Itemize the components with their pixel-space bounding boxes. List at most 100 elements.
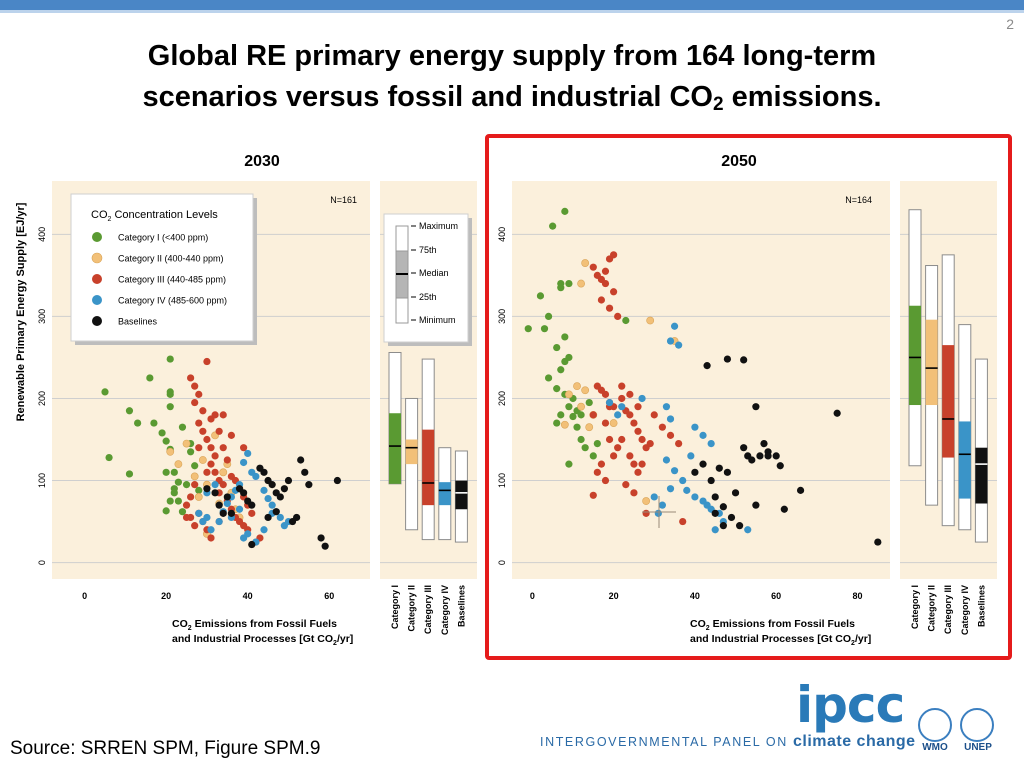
box-labels-2030: Category I Category II Category III Categor… (390, 585, 466, 635)
box-iqr-baseline (975, 447, 988, 504)
scatter-point-baseline (276, 493, 284, 501)
box-category-label: Baselines (976, 585, 986, 627)
scatter-point-cat4 (666, 485, 675, 493)
scatter-point-baseline (248, 540, 256, 549)
scatter-point-cat3 (203, 468, 211, 476)
scatter-point-baseline (776, 462, 784, 470)
scatter-point-cat1 (178, 508, 187, 516)
legend-title: CO2 Concentration Levels (91, 209, 218, 223)
scatter-point-cat1 (125, 407, 134, 415)
ipcc-tagline-bold: climate change (792, 733, 916, 750)
scatter-point-cat4 (666, 415, 675, 423)
scatter-point-cat3 (191, 382, 199, 390)
ipcc-tagline: INTERGOVERNMENTAL PANEL ON climate chang… (540, 733, 916, 751)
scatter-point-cat3 (610, 452, 618, 460)
box-iqr-cat2 (405, 439, 418, 465)
scatter-point-cat3 (182, 513, 191, 522)
scatter-point-cat3 (195, 390, 203, 398)
legend-swatch (92, 316, 102, 326)
box-category-label: Category I (910, 585, 920, 629)
box-category-label: Category II (407, 585, 417, 632)
scatter-point-cat2 (609, 419, 618, 427)
y-tick-label: 300 (497, 309, 507, 324)
scatter-point-cat3 (601, 267, 610, 275)
unep-label: UNEP (964, 742, 992, 753)
title-line-2-end: emissions. (723, 81, 882, 113)
scatter-point-cat1 (565, 403, 573, 411)
scatter-point-cat3 (618, 382, 626, 390)
scatter-point-cat3 (187, 374, 195, 382)
legend-items: Category I (<400 ppm) Category II (400-44… (91, 232, 227, 327)
scatter-point-cat1 (573, 423, 581, 431)
box-iqr-cat1 (909, 305, 921, 406)
xl-2050-f: /yr] (855, 633, 871, 645)
scatter-point-cat4 (658, 501, 666, 509)
scatter-point-baseline (264, 513, 272, 522)
scatter-point-cat1 (125, 470, 134, 478)
scatter-point-baseline (333, 476, 341, 485)
scatter-point-cat3 (630, 460, 638, 468)
x-tick-label: 60 (324, 591, 334, 601)
scatter-point-cat4 (240, 458, 248, 467)
scatter-point-cat4 (215, 517, 223, 526)
scatter-point-cat3 (191, 481, 199, 489)
scatter-point-cat1 (187, 448, 195, 456)
source-note: Source: SRREN SPM, Figure SPM.9 (10, 738, 321, 759)
scatter-point-cat1 (170, 485, 178, 493)
box-category-label: Category III (423, 585, 433, 634)
scatter-point-baseline (723, 468, 732, 476)
scatter-point-cat3 (597, 296, 606, 304)
scatter-point-cat3 (634, 403, 642, 411)
scatter-point-cat3 (215, 427, 223, 435)
x-tick-label: 20 (161, 591, 171, 601)
box-category-label: Category III (943, 585, 953, 634)
xl-2030-b: 2 (188, 625, 192, 632)
legend-title-rest: Concentration Levels (111, 209, 218, 221)
box-legend-label: 75th (419, 245, 437, 255)
scatter-point-baseline (293, 513, 301, 522)
scatter-point-cat3 (182, 501, 191, 509)
scatter-point-cat3 (195, 419, 203, 427)
scatter-point-cat3 (601, 419, 610, 427)
y-tick-label: 400 (497, 227, 507, 242)
box-iqr-cat3 (422, 429, 435, 506)
scatter-point-cat1 (195, 486, 203, 494)
xl-2050-d: and Industrial Processes [Gt CO (690, 633, 851, 645)
scatter-point-cat1 (174, 478, 182, 486)
scatter-point-cat4 (662, 456, 671, 464)
scatter-point-cat2 (577, 279, 585, 288)
boxes-2050 (908, 209, 988, 543)
box-legend-label: Maximum (419, 221, 458, 231)
scatter-point-baseline (756, 452, 764, 460)
legend-swatch (92, 232, 102, 242)
legend-item-label: Category II (400-440 ppm) (118, 254, 224, 264)
scatter-point-cat4 (711, 526, 719, 534)
scatter-point-cat3 (203, 435, 211, 444)
scatter-point-baseline (731, 489, 740, 497)
scatter-point-baseline (240, 489, 248, 497)
scatter-point-cat3 (642, 509, 650, 517)
xl-2030-c: Emissions from Fossil Fuels (192, 618, 337, 630)
scatter-point-cat2 (194, 493, 203, 501)
scatter-point-cat4 (244, 530, 252, 538)
scatter-point-cat4 (744, 526, 752, 534)
scatter-point-baseline (284, 476, 293, 485)
scatter-point-cat1 (589, 452, 597, 460)
y-tick-label: 0 (497, 560, 507, 565)
scatter-point-cat1 (134, 419, 142, 427)
scatter-point-cat2 (646, 316, 655, 325)
box-legend-labels: Maximum 75th Median 25th Minimum (411, 221, 458, 325)
scatter-point-cat3 (219, 411, 227, 419)
scatter-point-cat3 (187, 493, 195, 501)
scatter-point-cat2 (198, 456, 207, 464)
top-accent-bar (0, 0, 1024, 10)
scatter-point-cat4 (679, 476, 687, 485)
scatter-point-cat4 (264, 494, 272, 503)
box-labels-2050: Category I Category II Category III Categor… (910, 585, 986, 635)
xl-2030-a: CO (172, 618, 188, 630)
scatter-point-baseline (833, 409, 841, 417)
scatter-point-baseline (760, 439, 768, 448)
y-tick-label: 0 (37, 560, 47, 565)
legend-swatch (91, 252, 103, 264)
box-iqr-cat1 (389, 413, 401, 484)
